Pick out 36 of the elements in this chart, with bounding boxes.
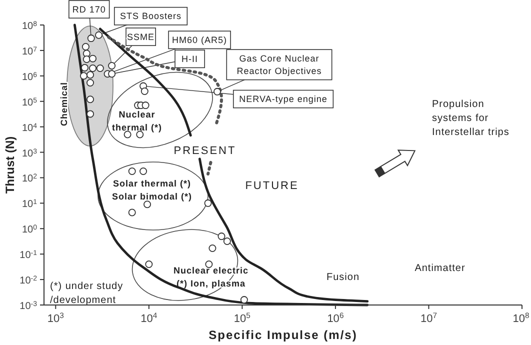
annotation: Antimatter <box>414 262 466 274</box>
y-tick-label: 10$^{-3}$ <box>20 300 38 312</box>
annotation: Gas Core Nuclear Reactor Objectives <box>236 53 322 76</box>
y-axis-title: Thrust (N) <box>3 136 17 194</box>
x-axis-title: Specific Impulse (m/s) <box>208 328 358 342</box>
annotation: Propulsion systems for Interstellar trips <box>432 98 510 138</box>
y-tick-label: 10$^{2}$ <box>22 173 38 185</box>
annotation: SSME <box>127 32 155 42</box>
x-tick-label: 10$^{4}$ <box>140 310 158 325</box>
annotation: H-II <box>182 54 198 64</box>
y-tick-label: 10$^{6}$ <box>22 71 38 83</box>
x-tick-label: 10$^{8}$ <box>512 310 530 325</box>
annotation: NERVA-type engine <box>239 94 328 104</box>
y-tick-label: 10$^{3}$ <box>22 148 38 160</box>
y-tick-label: 10$^{4}$ <box>22 122 38 134</box>
annotation: HM60 (AR5) <box>172 34 228 45</box>
annotation: (*) under study /development <box>50 280 124 306</box>
y-tick-label: 10$^{0}$ <box>22 224 38 236</box>
x-tick-label: 10$^{7}$ <box>420 310 437 325</box>
y-tick-label: 10$^{1}$ <box>22 198 38 210</box>
annotation: FUTURE <box>245 180 299 192</box>
y-tick-label: 10$^{8}$ <box>22 20 38 32</box>
annotation: Fusion <box>326 272 360 282</box>
text: Solar thermal (*) Solar bimodal (*) <box>112 178 192 202</box>
y-tick-label: 10$^{5}$ <box>22 96 38 108</box>
x-tick-label: 10$^{3}$ <box>47 310 64 325</box>
x-tick-label: 10$^{6}$ <box>327 310 344 325</box>
y-tick-label: 10$^{7}$ <box>22 46 38 58</box>
annotation: Chemical <box>59 82 69 126</box>
annotation: PRESENT <box>174 145 236 157</box>
y-tick-label: 10$^{-1}$ <box>20 250 38 262</box>
x-tick-label: 10$^{5}$ <box>234 310 250 325</box>
annotation: STS Boosters <box>120 11 182 22</box>
y-tick-label: 10$^{-2}$ <box>20 275 38 287</box>
annotation: RD 170 <box>72 4 106 14</box>
annotation: Nuclear thermal (*) <box>112 110 162 132</box>
